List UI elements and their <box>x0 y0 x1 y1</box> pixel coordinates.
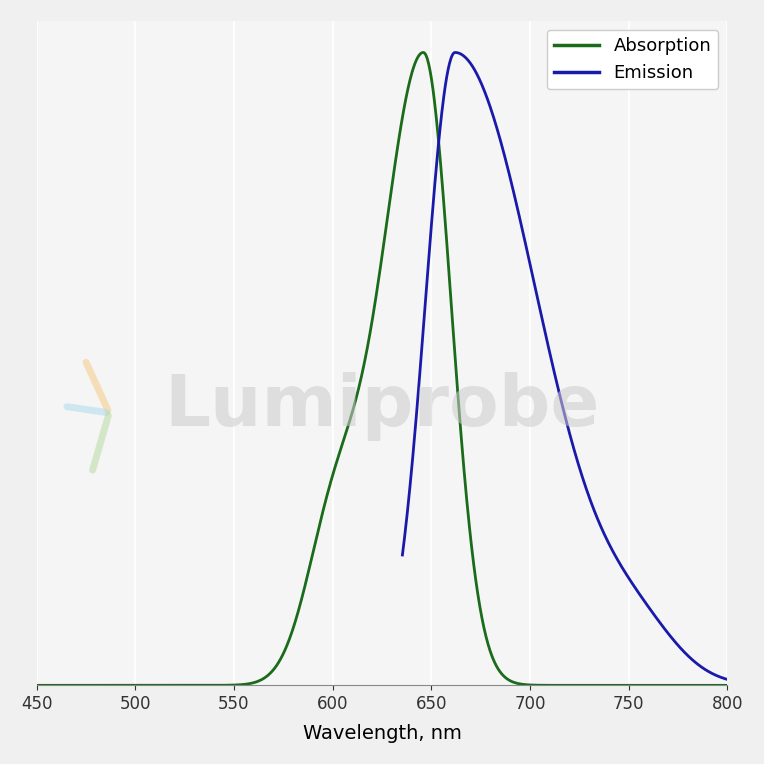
Absorption <box>336 444 345 453</box>
Line: Emission: Emission <box>403 53 727 679</box>
Emission <box>563 422 572 431</box>
Text: Lumiprobe: Lumiprobe <box>164 372 600 441</box>
Emission <box>398 550 407 559</box>
Emission <box>450 48 459 57</box>
Absorption <box>32 681 41 690</box>
Absorption <box>102 681 112 690</box>
Absorption <box>584 681 593 690</box>
Absorption <box>312 536 321 545</box>
Absorption <box>571 681 581 690</box>
Emission <box>422 282 431 291</box>
Emission <box>723 675 732 684</box>
Emission <box>639 596 649 605</box>
Legend: Absorption, Emission: Absorption, Emission <box>546 30 718 89</box>
Emission <box>655 617 664 626</box>
X-axis label: Wavelength, nm: Wavelength, nm <box>303 724 461 743</box>
Absorption <box>419 48 428 57</box>
Emission <box>631 584 640 593</box>
Line: Absorption: Absorption <box>37 53 727 685</box>
Absorption <box>723 681 732 690</box>
Absorption <box>507 677 516 686</box>
Emission <box>504 168 513 177</box>
